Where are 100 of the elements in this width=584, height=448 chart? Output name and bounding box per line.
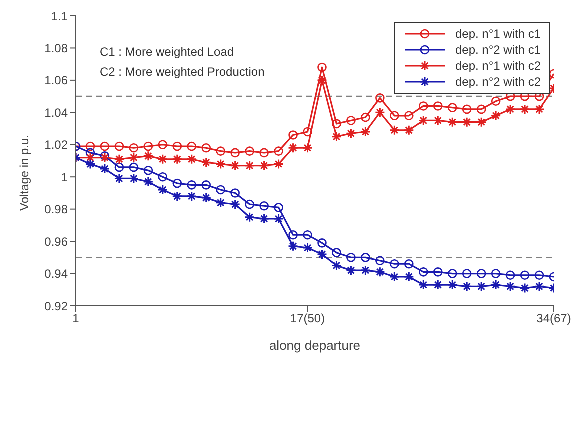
point [462, 281, 472, 292]
point [331, 132, 342, 142]
point [144, 166, 154, 176]
point [216, 158, 226, 170]
point [303, 127, 312, 137]
point [418, 268, 428, 277]
point [404, 272, 414, 282]
point [172, 178, 182, 188]
x-tick-label: 34(67) [536, 312, 572, 326]
point [491, 96, 501, 106]
point [216, 198, 226, 208]
point [85, 152, 96, 164]
y-tick-label: 0.94 [44, 267, 68, 282]
point [187, 180, 197, 190]
legend-label: dep. n°2 with c2 [455, 75, 541, 89]
point [491, 269, 501, 278]
point [158, 140, 168, 150]
point [404, 111, 414, 121]
point [490, 110, 502, 122]
point [389, 125, 400, 136]
point [346, 265, 356, 276]
point [447, 117, 458, 128]
point [172, 142, 182, 152]
point [143, 150, 154, 162]
point [244, 160, 256, 172]
point [259, 160, 270, 172]
point [158, 172, 168, 182]
point [520, 270, 530, 280]
point [86, 142, 96, 152]
point [505, 281, 516, 292]
point [172, 154, 183, 165]
point [376, 94, 385, 103]
point [259, 214, 270, 224]
point [114, 142, 124, 152]
point [374, 266, 386, 278]
point [245, 146, 254, 156]
point [361, 112, 370, 122]
point [244, 212, 256, 223]
point [418, 102, 428, 111]
point [201, 192, 212, 204]
point [505, 104, 516, 115]
point [418, 280, 429, 290]
point [172, 191, 183, 202]
legend-label: dep. n°1 with c1 [455, 27, 541, 41]
y-tick-label: 1.08 [44, 41, 68, 56]
point [534, 104, 545, 115]
point [361, 253, 370, 262]
point [534, 281, 545, 292]
point [274, 146, 284, 156]
point [318, 62, 327, 72]
point [128, 173, 140, 184]
point [202, 180, 212, 190]
point [418, 115, 429, 126]
point [448, 269, 458, 278]
point [128, 152, 140, 164]
point [274, 203, 284, 212]
point [201, 157, 212, 168]
point [158, 154, 168, 165]
point [346, 253, 356, 262]
point [476, 281, 487, 292]
x-tick-label: 1 [72, 312, 80, 326]
point [520, 283, 530, 294]
y-tick-label: 1.1 [51, 9, 68, 24]
point [534, 270, 544, 280]
point [462, 104, 472, 114]
point [316, 249, 328, 260]
y-tick-label: 0.98 [44, 202, 68, 217]
point [129, 143, 139, 153]
point [302, 242, 314, 254]
point [158, 184, 168, 196]
point [303, 230, 312, 240]
point [490, 280, 502, 290]
point [390, 259, 400, 269]
point [230, 160, 241, 172]
point [245, 200, 254, 210]
point [288, 230, 298, 240]
point [331, 260, 342, 271]
point [302, 142, 314, 154]
y-tick-label: 1.02 [44, 138, 68, 152]
point [274, 158, 284, 170]
point [476, 117, 487, 128]
y-axis-title: Voltage in p.u. [17, 134, 32, 211]
point [100, 152, 110, 161]
point [316, 75, 328, 86]
point [100, 142, 110, 152]
point [346, 128, 356, 139]
point [144, 142, 154, 152]
y-tick-label: 0.92 [44, 299, 68, 314]
point [476, 104, 486, 114]
point [230, 188, 240, 198]
point [288, 241, 299, 252]
point [360, 126, 371, 138]
point [404, 259, 414, 269]
point [360, 265, 371, 276]
point [376, 256, 385, 266]
point [216, 185, 226, 195]
point [462, 117, 472, 128]
annotation: C2 : More weighted Production [100, 64, 265, 81]
point [274, 214, 284, 224]
point [260, 148, 269, 158]
